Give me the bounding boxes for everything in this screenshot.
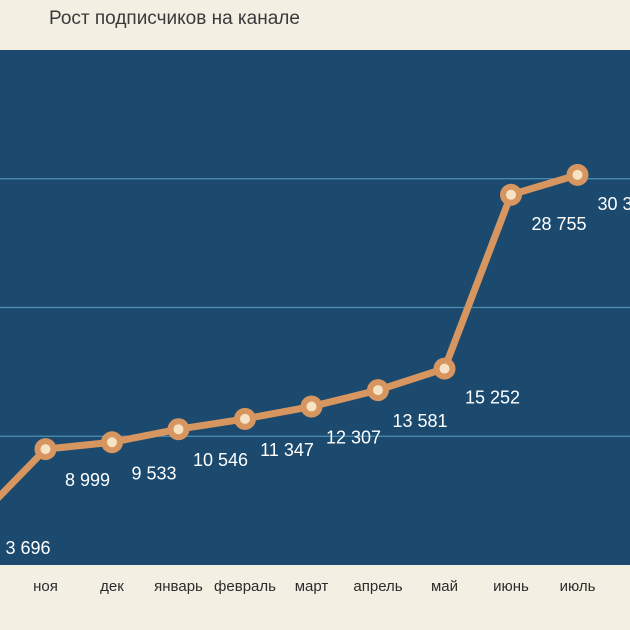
x-tick-label: апрель [353,578,402,595]
data-label: 13 581 [392,411,447,431]
marker-core [240,413,250,424]
data-label: 8 999 [65,470,110,490]
data-label: 28 755 [531,214,586,234]
marker-core [40,444,51,455]
data-point [34,438,57,461]
x-axis-ticks: ноя дек январь февраль март апрель май июнь июль [33,578,595,595]
data-label: 11 347 [260,440,314,460]
x-tick-label: ноя [33,578,58,595]
data-point [300,395,323,418]
data-point [566,163,589,186]
series-subscribers [0,163,589,501]
data-label: 10 546 [193,450,248,470]
marker-core [306,401,317,412]
x-tick-label: июль [560,578,596,595]
data-point [167,418,190,441]
data-label: 30 3 [598,194,630,214]
data-label: 9 533 [131,463,176,483]
marker-core [439,363,450,374]
data-point [367,379,389,402]
marker-core [107,437,117,448]
data-point [234,407,256,430]
x-tick-label: июнь [493,578,529,595]
data-label: 3 696 [5,538,50,558]
data-label: 12 307 [326,428,381,448]
chart-title: Рост подписчиков на канале [49,8,300,29]
data-labels: 3 696 8 999 9 533 10 546 11 347 12 307 13 581 1… [5,194,630,558]
marker-core [506,189,516,200]
x-tick-label: январь [154,578,203,595]
x-tick-label: дек [100,578,124,595]
x-tick-label: май [431,578,458,595]
x-tick-label: март [295,578,329,595]
data-label: 15 252 [465,388,520,408]
x-tick-label: февраль [214,578,276,595]
data-point [101,431,123,454]
data-point [433,357,456,380]
data-point [500,183,522,206]
marker-core [173,424,184,435]
marker-core [373,385,383,396]
marker-core [572,169,583,180]
series-line [0,171,581,501]
